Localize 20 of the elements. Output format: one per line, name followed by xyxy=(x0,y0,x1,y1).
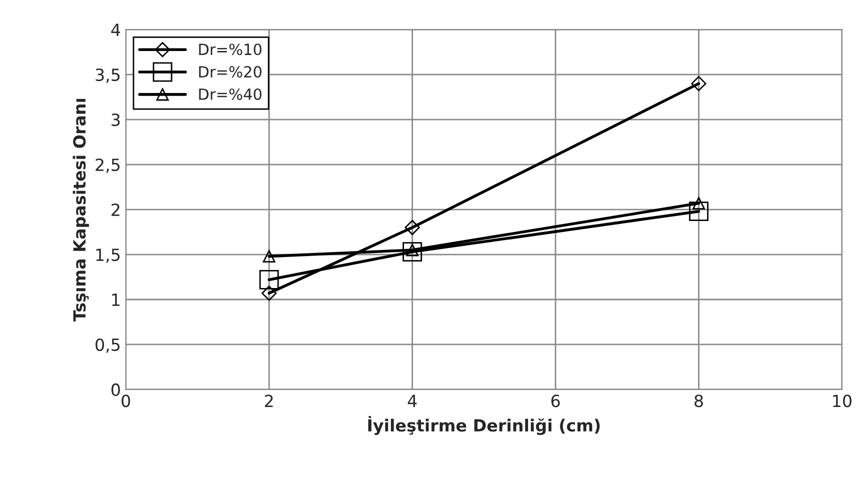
y-tick-label: 0 xyxy=(111,383,120,396)
x-tick-label: 0 xyxy=(122,394,130,408)
legend-label: Dr=%10 xyxy=(199,44,262,56)
x-tick-label: 4 xyxy=(408,394,417,407)
y-tick-label: 2,5 xyxy=(96,158,120,173)
y-tick-label: 1 xyxy=(112,294,120,306)
x-tick-label: 2 xyxy=(265,394,273,407)
y-tick-label: 3,5 xyxy=(96,68,120,83)
legend-label: Dr=%40 xyxy=(199,88,262,100)
x-tick-label: 8 xyxy=(694,394,703,408)
x-tick-label: 10 xyxy=(833,394,852,408)
y-tick-label: 2 xyxy=(112,203,120,216)
y-tick-label: 3 xyxy=(112,114,120,126)
y-tick-label: 1,5 xyxy=(96,248,120,263)
y-tick-label: 4 xyxy=(111,24,120,36)
y-axis-title: Tsşıma Kapasitesi Oranı xyxy=(72,98,89,322)
y-tick-label: 0,5 xyxy=(96,338,120,353)
x-tick-label: 6 xyxy=(551,394,560,408)
legend-label: Dr=%20 xyxy=(199,66,262,78)
x-axis-title: İyileştirme Derinliği (cm) xyxy=(368,416,600,436)
